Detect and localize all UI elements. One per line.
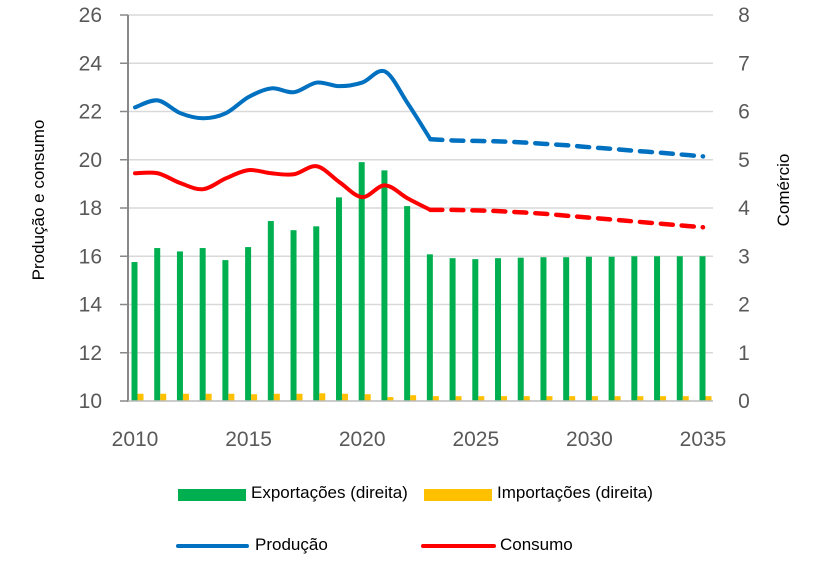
- bar-exports: [676, 256, 683, 401]
- bar-exports: [222, 260, 229, 401]
- y-right-tick-label: 8: [738, 4, 750, 27]
- bar-imports: [682, 396, 689, 401]
- bar-exports: [381, 170, 388, 401]
- bar-imports: [273, 393, 280, 401]
- bar-imports: [182, 393, 189, 401]
- bar-exports: [495, 258, 502, 401]
- bar-imports: [455, 396, 462, 401]
- legend-label-exports: Exportações (direita): [251, 483, 408, 502]
- legend-label-imports: Importações (direita): [497, 483, 653, 502]
- bar-exports: [699, 256, 706, 401]
- consumption-line-projection: [428, 207, 706, 230]
- legend-swatch-exports: [178, 489, 246, 501]
- bar-exports: [199, 248, 206, 401]
- bar-imports: [160, 393, 167, 401]
- bar-exports: [585, 256, 592, 401]
- bar-exports: [563, 257, 570, 401]
- y-right-tick-label: 1: [738, 342, 750, 365]
- bar-imports: [319, 393, 326, 401]
- bar-imports: [569, 396, 576, 401]
- bar-imports: [296, 393, 303, 401]
- y-left-tick-label: 26: [79, 4, 102, 27]
- y-right-tick-label: 0: [738, 390, 750, 413]
- x-tick-label: 2010: [112, 428, 159, 451]
- x-tick-label: 2020: [339, 428, 386, 451]
- y-axis-right-label: Comércio: [774, 154, 793, 227]
- bar-exports: [404, 206, 411, 401]
- bar-exports: [517, 257, 524, 401]
- bar-imports: [387, 397, 394, 401]
- legend-label-production: Produção: [255, 535, 328, 554]
- y-left-tick-label: 20: [79, 149, 102, 172]
- bar-exports: [131, 262, 138, 401]
- bar-imports: [660, 396, 667, 401]
- bar-exports: [426, 254, 433, 401]
- y-right-tick-label: 3: [738, 245, 750, 268]
- bar-exports: [313, 226, 320, 401]
- bar-imports: [205, 393, 212, 401]
- bar-exports: [449, 258, 456, 401]
- y-left-tick-label: 18: [79, 197, 102, 220]
- bar-imports: [523, 396, 530, 401]
- legend-label-consumption: Consumo: [500, 535, 573, 554]
- y-left-tick-label: 16: [79, 245, 102, 268]
- bar-imports: [251, 394, 258, 401]
- bar-imports: [614, 396, 621, 401]
- bar-imports: [341, 393, 348, 401]
- bar-imports: [705, 396, 712, 401]
- bar-exports: [631, 256, 638, 401]
- bar-exports: [540, 257, 547, 401]
- bar-exports: [335, 197, 342, 401]
- bar-imports: [546, 396, 553, 401]
- legend: Exportações (direita) Importações (direi…: [176, 483, 653, 554]
- bar-exports: [654, 256, 661, 401]
- bar-exports: [290, 230, 297, 401]
- y-right-tick-label: 4: [738, 197, 750, 220]
- production-line-historical: [133, 68, 433, 142]
- x-tick-label: 2015: [225, 428, 272, 451]
- y-right-tick-label: 2: [738, 294, 750, 317]
- x-tick-label: 2025: [452, 428, 499, 451]
- x-tick-label: 2030: [566, 428, 613, 451]
- bar-imports: [137, 393, 144, 401]
- y-right-tick-label: 6: [738, 101, 750, 124]
- y-left-tick-label: 10: [79, 390, 102, 413]
- bar-imports: [432, 396, 439, 401]
- bar-imports: [364, 394, 371, 401]
- bar-imports: [410, 395, 417, 401]
- production-line-projection: [428, 136, 706, 159]
- bar-imports: [228, 393, 235, 401]
- bar-exports: [176, 251, 183, 401]
- bar-exports: [267, 221, 274, 401]
- y-left-tick-label: 22: [79, 101, 102, 124]
- bar-exports: [358, 162, 365, 401]
- legend-swatch-imports: [424, 489, 492, 501]
- x-tick-label: 2035: [680, 428, 727, 451]
- y-left-tick-label: 12: [79, 342, 102, 365]
- bar-imports: [591, 396, 598, 401]
- bar-imports: [501, 396, 508, 401]
- bar-imports: [478, 396, 485, 401]
- bar-exports: [245, 247, 252, 401]
- y-left-tick-label: 24: [79, 52, 103, 75]
- consumption-line-historical: [133, 164, 433, 212]
- y-right-tick-label: 5: [738, 149, 750, 172]
- y-right-tick-label: 7: [738, 52, 750, 75]
- bar-exports: [608, 256, 615, 401]
- y-axis-left-label: Produção e consumo: [29, 120, 48, 281]
- y-left-tick-label: 14: [79, 294, 103, 317]
- bar-imports: [637, 396, 644, 401]
- bar-exports: [154, 248, 161, 401]
- bar-exports: [472, 259, 479, 401]
